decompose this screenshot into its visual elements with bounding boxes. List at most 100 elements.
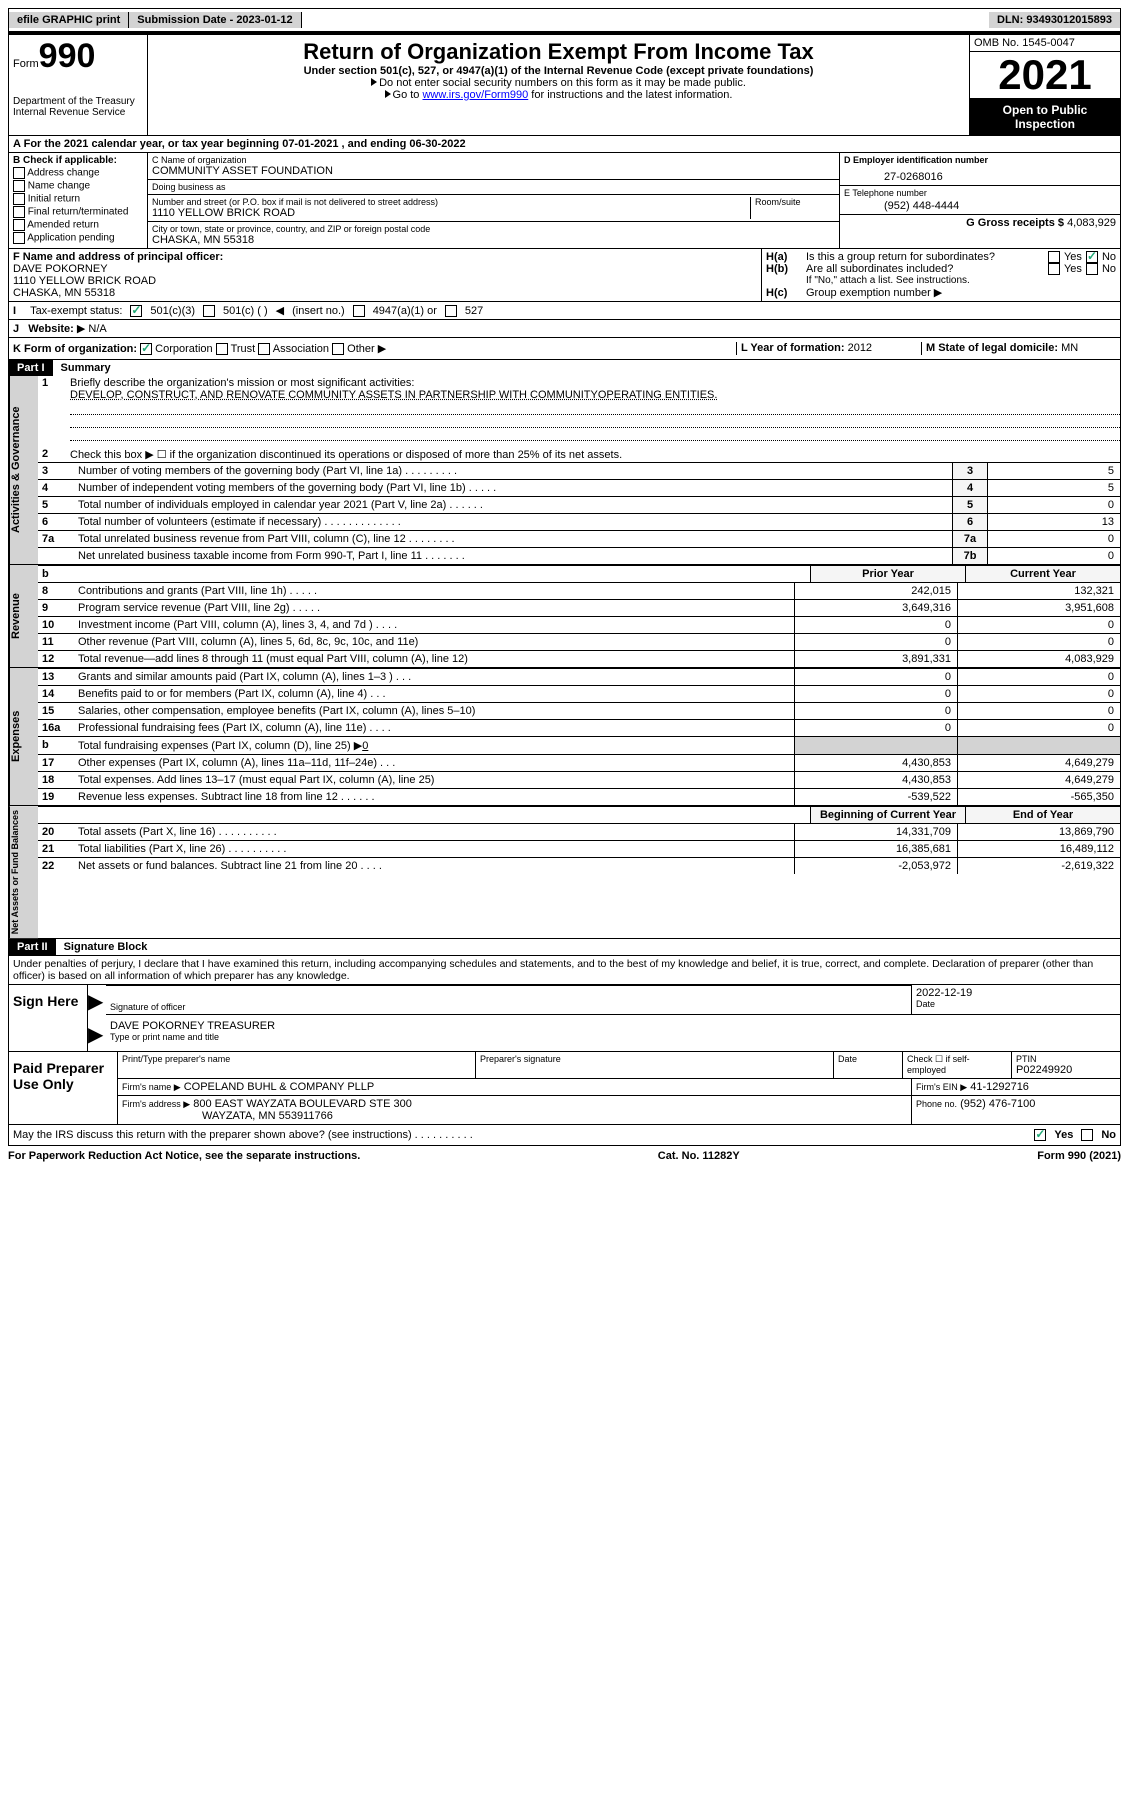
part-ii-title: Signature Block — [56, 941, 148, 953]
addr-change-label: Address change — [27, 168, 99, 179]
form-label: Form — [13, 58, 39, 70]
r17c: 4,649,279 — [957, 755, 1120, 771]
r22c: -2,619,322 — [957, 858, 1120, 874]
numbox-4: 4 — [952, 480, 987, 496]
val7a: 0 — [987, 531, 1120, 547]
chk-corp[interactable] — [140, 343, 152, 355]
section-b-label: B Check if applicable: — [13, 155, 143, 166]
checkbox-app-pending[interactable] — [13, 232, 25, 244]
irs-label: Internal Revenue Service — [13, 107, 143, 118]
r21p: 16,385,681 — [794, 841, 957, 857]
val16b: 0 — [362, 740, 368, 752]
k-label: K Form of organization: — [13, 343, 137, 355]
tax-year-line: A For the 2021 calendar year, or tax yea… — [8, 136, 1121, 153]
no-label: No — [1101, 1129, 1116, 1141]
header-left: Form990 Department of the Treasury Inter… — [9, 35, 148, 135]
blank-line — [70, 402, 1120, 415]
r14c: 0 — [957, 686, 1120, 702]
hb-yes[interactable] — [1048, 263, 1060, 275]
final-label: Final return/terminated — [28, 207, 129, 218]
r20c: 13,869,790 — [957, 824, 1120, 840]
prep-date-label: Date — [838, 1054, 898, 1064]
val4: 5 — [987, 480, 1120, 496]
r13c: 0 — [957, 669, 1120, 685]
chk-527[interactable] — [445, 305, 457, 317]
checkbox-name-change[interactable] — [13, 180, 25, 192]
line3: Number of voting members of the governin… — [74, 463, 952, 479]
room-label: Room/suite — [755, 197, 835, 207]
checkbox-final[interactable] — [13, 206, 25, 218]
ptin-value: P02249920 — [1016, 1064, 1116, 1076]
r15c: 0 — [957, 703, 1120, 719]
tax-status-label: Tax-exempt status: — [30, 305, 122, 317]
discuss-yes[interactable] — [1034, 1129, 1046, 1141]
line8: Contributions and grants (Part VIII, lin… — [74, 583, 794, 599]
r19c: -565,350 — [957, 789, 1120, 805]
line21: Total liabilities (Part X, line 26) . . … — [74, 841, 794, 857]
r16c: 0 — [957, 720, 1120, 736]
yes-label: Yes — [1054, 1129, 1073, 1141]
section-j: J Website: ▶ N/A — [8, 320, 1121, 338]
line16b: Total fundraising expenses (Part IX, col… — [78, 740, 362, 752]
vtab-netassets: Net Assets or Fund Balances — [9, 806, 38, 938]
r17p: 4,430,853 — [794, 755, 957, 771]
officer-name: DAVE POKORNEY — [13, 263, 757, 275]
discuss-no[interactable] — [1081, 1129, 1093, 1141]
footer-mid: Cat. No. 11282Y — [658, 1150, 740, 1162]
blank-line — [70, 428, 1120, 441]
line17: Other expenses (Part IX, column (A), lin… — [74, 755, 794, 771]
numbox-3: 3 — [952, 463, 987, 479]
r15p: 0 — [794, 703, 957, 719]
street-value: 1110 YELLOW BRICK ROAD — [152, 207, 750, 219]
dln: DLN: 93493012015893 — [989, 12, 1120, 28]
lbl-assoc: Association — [273, 343, 329, 355]
val5: 0 — [987, 497, 1120, 513]
ha-yes[interactable] — [1048, 251, 1060, 263]
discuss-text: May the IRS discuss this return with the… — [13, 1129, 1034, 1141]
lbl-501c3: 501(c)(3) — [150, 305, 195, 317]
irs-link[interactable]: www.irs.gov/Form990 — [422, 89, 528, 101]
line10: Investment income (Part VIII, column (A)… — [74, 617, 794, 633]
firm-phone-label: Phone no. — [916, 1099, 957, 1109]
m-value: MN — [1061, 342, 1078, 354]
line1-label: Briefly describe the organization's miss… — [70, 377, 414, 389]
numbox-5: 5 — [952, 497, 987, 513]
efile-button[interactable]: efile GRAPHIC print — [9, 12, 129, 28]
end-header: End of Year — [965, 807, 1120, 823]
officer-addr1: 1110 YELLOW BRICK ROAD — [13, 275, 757, 287]
ha-no[interactable] — [1086, 251, 1098, 263]
chk-other[interactable] — [332, 343, 344, 355]
r11p: 0 — [794, 634, 957, 650]
lbl-corp: Corporation — [155, 343, 212, 355]
chk-4947[interactable] — [353, 305, 365, 317]
tel-value: (952) 448-4444 — [844, 198, 1116, 212]
arrow-icon — [371, 78, 377, 86]
chk-501c[interactable] — [203, 305, 215, 317]
disclaimer: Under penalties of perjury, I declare th… — [9, 955, 1120, 984]
l-label: L Year of formation: — [741, 342, 845, 354]
checkbox-initial[interactable] — [13, 193, 25, 205]
sig-officer-label: Signature of officer — [110, 1002, 907, 1012]
chk-501c3[interactable] — [130, 305, 142, 317]
hb-no[interactable] — [1086, 263, 1098, 275]
line18: Total expenses. Add lines 13–17 (must eq… — [74, 772, 794, 788]
r22p: -2,053,972 — [794, 858, 957, 874]
hb-text: Are all subordinates included? — [806, 263, 1048, 275]
officer-row: F Name and address of principal officer:… — [8, 249, 1121, 302]
r16bshade2 — [957, 737, 1120, 754]
checkbox-amended[interactable] — [13, 219, 25, 231]
part-i-title: Summary — [53, 362, 111, 374]
checkbox-addr-change[interactable] — [13, 167, 25, 179]
app-pending-label: Application pending — [27, 233, 114, 244]
line13: Grants and similar amounts paid (Part IX… — [74, 669, 794, 685]
website-label: Website: — [28, 323, 74, 335]
footer-right: Form 990 (2021) — [1037, 1150, 1121, 1162]
line22: Net assets or fund balances. Subtract li… — [74, 858, 794, 874]
m-label: M State of legal domicile: — [926, 342, 1058, 354]
form-number: 990 — [39, 37, 96, 75]
arrow-icon — [385, 90, 391, 98]
section-klm: K Form of organization: Corporation Trus… — [8, 338, 1121, 360]
chk-assoc[interactable] — [258, 343, 270, 355]
chk-trust[interactable] — [216, 343, 228, 355]
section-deg: D Employer identification number 27-0268… — [839, 153, 1120, 248]
